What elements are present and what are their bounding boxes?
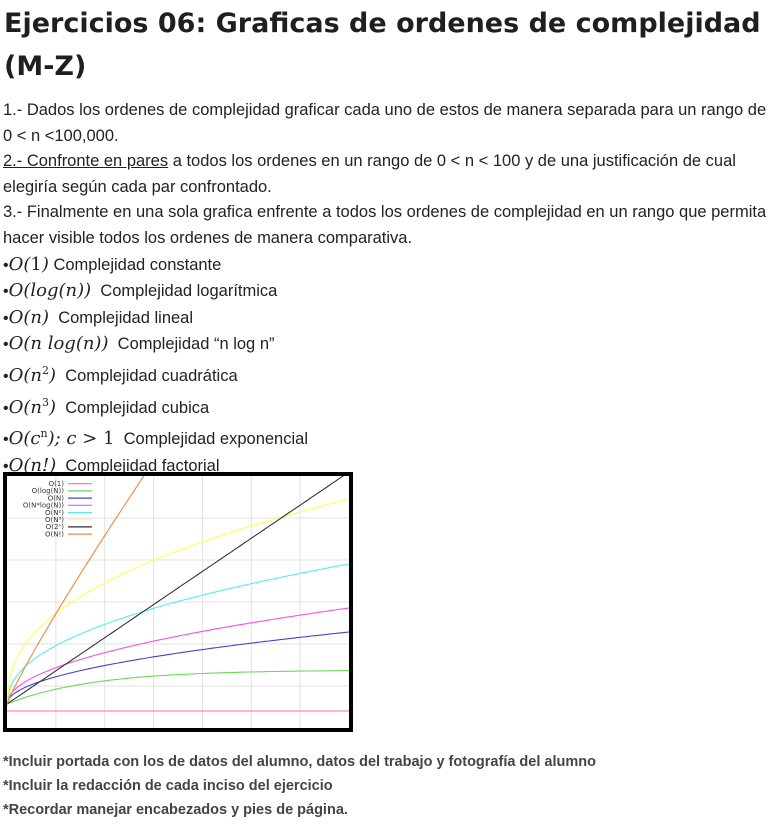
series-line-7 <box>7 476 345 705</box>
legend-label: O(1) <box>49 480 65 488</box>
series-line-6 <box>7 498 349 705</box>
chart-svg: O(1)O(log(N))O(N)O(N*log(N))O(N²)O(N³)O(… <box>7 476 349 728</box>
series-line-2 <box>7 670 349 705</box>
bullet-icon: • <box>3 309 9 327</box>
complexity-label: Complejidad exponencial <box>123 430 308 449</box>
page-title: Ejercicios 06: Graficas de ordenes de co… <box>4 8 761 82</box>
legend-label: O(N!) <box>45 530 64 538</box>
instruction-item-2: 2.- Confronte en pares a todos los orden… <box>3 149 773 200</box>
legend-label: O(log(N)) <box>32 487 65 495</box>
bullet-icon: • <box>3 431 9 449</box>
complexity-label: Complejidad lineal <box>58 308 194 327</box>
complexity-label: Complejidad “n log n” <box>117 335 275 354</box>
chart-series <box>7 476 349 712</box>
chart-legend: O(1)O(log(N))O(N)O(N*log(N))O(N²)O(N³)O(… <box>23 480 92 538</box>
complexity-item: •O(log(n)) Complejidad logarítmica <box>3 278 773 305</box>
complexity-item: •O(cn); c > 1 Complejidad exponencial <box>3 421 773 453</box>
bullet-icon: • <box>3 367 9 385</box>
legend-label: O(N) <box>48 494 64 502</box>
complexity-notation: O(n log(n)) <box>8 333 109 355</box>
complexity-label: Complejidad constante <box>53 255 222 274</box>
bullet-icon: • <box>3 256 9 274</box>
complexity-item: •O(n log(n)) Complejidad “n log n” <box>3 331 773 358</box>
complexity-notation: O(1) <box>8 253 49 275</box>
legend-label: O(N³) <box>45 516 64 524</box>
complexity-notation: O(n!) <box>8 454 57 476</box>
instruction-item-2-underlined: 2.- Confronte en pares <box>3 152 169 171</box>
note-item: *Incluir la redacción de cada inciso del… <box>3 778 333 794</box>
complexity-item: •O(1) Complejidad constante <box>3 252 773 279</box>
legend-label: O(N²) <box>45 509 64 517</box>
complexity-notation: O(n2) <box>8 363 57 386</box>
complexity-label: Complejidad factorial <box>65 456 220 475</box>
series-line-4 <box>7 607 349 705</box>
complexity-item: •O(n2) Complejidad cuadrática <box>3 358 773 390</box>
complexity-label: Complejidad logarítmica <box>100 282 278 301</box>
complexity-label: Complejidad cuadrática <box>65 366 238 385</box>
series-line-3 <box>7 631 349 705</box>
legend-label: O(2ⁿ) <box>46 523 64 531</box>
complexity-label: Complejidad cubica <box>65 398 210 417</box>
legend-label: O(N*log(N)) <box>23 502 64 510</box>
complexity-chart: O(1) O(log(N)) O(N) O(N*log(N)) O(N²) O(N³) O(… <box>3 472 353 732</box>
instructions: 1.- Dados los ordenes de complejidad gra… <box>3 98 773 479</box>
instruction-item-2-rest: a todos los ordenes en un rango de 0 < n… <box>3 152 736 196</box>
series-line-8 <box>7 476 145 705</box>
bullet-icon: • <box>3 457 9 475</box>
complexity-item: •O(n3) Complejidad cubica <box>3 390 773 422</box>
series-line-5 <box>7 563 349 705</box>
bullet-icon: • <box>3 283 9 301</box>
complexity-notation: O(n3) <box>8 395 57 418</box>
complexity-item: •O(n!) Complejidad factorial <box>3 453 773 480</box>
instruction-item-3: 3.- Finalmente en una sola grafica enfre… <box>3 203 767 247</box>
complexity-notation: O(cn); c > 1 <box>8 427 115 450</box>
complexity-item: •O(n) Complejidad lineal <box>3 305 773 332</box>
complexity-notation: O(log(n)) <box>8 280 92 302</box>
notes: *Incluir portada con los de datos del al… <box>3 750 773 822</box>
note-item: *Recordar manejar encabezados y pies de … <box>3 802 348 818</box>
chart-grid <box>7 476 349 728</box>
bullet-icon: • <box>3 399 9 417</box>
note-item: *Incluir portada con los de datos del al… <box>3 754 596 770</box>
bullet-icon: • <box>3 336 9 354</box>
complexity-notation: O(n) <box>8 306 50 328</box>
instruction-item-1: 1.- Dados los ordenes de complejidad gra… <box>3 101 767 145</box>
